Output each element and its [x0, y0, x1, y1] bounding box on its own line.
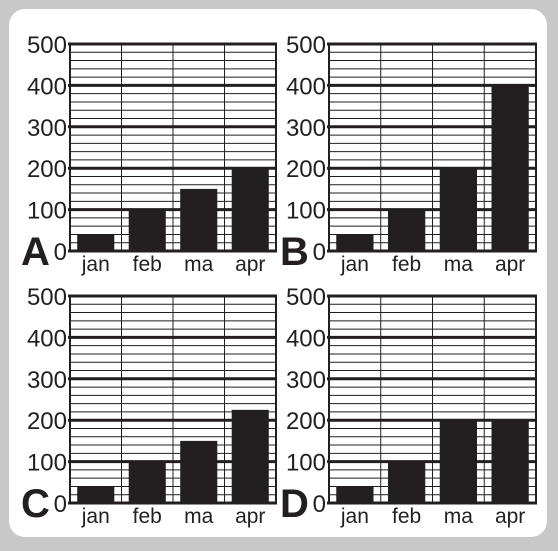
y-tick-label: 200: [27, 408, 67, 435]
x-tick-label: jan: [81, 253, 110, 276]
y-tick-label: 100: [27, 198, 67, 225]
y-tick-label: 400: [286, 73, 326, 100]
y-tick-label: 500: [286, 284, 326, 311]
y-tick-label: 300: [27, 367, 67, 394]
x-tick-label: ma: [184, 505, 213, 528]
x-tick-label: feb: [133, 253, 162, 276]
panel-label: A: [21, 230, 50, 274]
y-tick-label: 300: [27, 115, 67, 142]
chart-panel-a: 0 100 200 300 400 500 jan feb ma apr A: [21, 32, 277, 276]
figure-card: [9, 9, 547, 537]
y-tick-label: 300: [286, 367, 326, 394]
x-tick-label: jan: [340, 253, 369, 276]
chart-panel-c: 0 100 200 300 400 500 jan feb ma apr C: [21, 284, 277, 528]
panel-label: C: [21, 482, 50, 526]
y-tick-label: 400: [286, 325, 326, 352]
bar-feb: [387, 461, 426, 503]
bar-ma: [180, 440, 218, 503]
y-tick-label: 500: [27, 284, 67, 311]
bar-apr: [231, 409, 269, 503]
y-tick-label: 400: [27, 325, 67, 352]
bar-jan: [336, 486, 374, 503]
bar-ma: [180, 188, 218, 251]
panel-label: D: [280, 482, 309, 526]
bar-jan: [336, 234, 374, 251]
panel-label: B: [280, 230, 309, 274]
bar-feb: [387, 209, 426, 251]
x-tick-label: ma: [444, 505, 473, 528]
y-tick-label: 300: [286, 115, 326, 142]
bar-feb: [128, 209, 166, 251]
y-tick-label: 200: [286, 408, 326, 435]
x-tick-label: jan: [81, 505, 110, 528]
bar-feb: [128, 461, 166, 503]
x-tick-label: ma: [444, 253, 473, 276]
x-tick-label: jan: [340, 505, 369, 528]
y-tick-label: 100: [27, 450, 67, 477]
x-tick-label: apr: [495, 253, 525, 276]
x-tick-label: feb: [392, 505, 421, 528]
bar-jan: [77, 234, 115, 251]
y-tick-label: 400: [27, 73, 67, 100]
x-tick-label: apr: [235, 253, 265, 276]
y-tick-label: 100: [286, 450, 326, 477]
x-tick-label: feb: [133, 505, 162, 528]
y-tick-label: 0: [313, 491, 326, 518]
bar-jan: [77, 486, 115, 503]
x-tick-label: ma: [184, 253, 213, 276]
y-tick-label: 0: [54, 491, 67, 518]
x-tick-label: apr: [235, 505, 265, 528]
x-tick-label: apr: [495, 505, 525, 528]
y-tick-label: 500: [27, 32, 67, 59]
y-tick-label: 500: [286, 32, 326, 59]
y-tick-label: 100: [286, 198, 326, 225]
y-tick-label: 0: [54, 239, 67, 266]
y-tick-label: 0: [313, 239, 326, 266]
y-tick-label: 200: [27, 156, 67, 183]
chart-panel-d: 0 100 200 300 400 500 jan feb ma apr D: [280, 284, 537, 528]
y-tick-label: 200: [286, 156, 326, 183]
x-tick-label: feb: [392, 253, 421, 276]
chart-panel-b: 0 100 200 300 400 500 jan feb ma apr B: [280, 32, 537, 276]
